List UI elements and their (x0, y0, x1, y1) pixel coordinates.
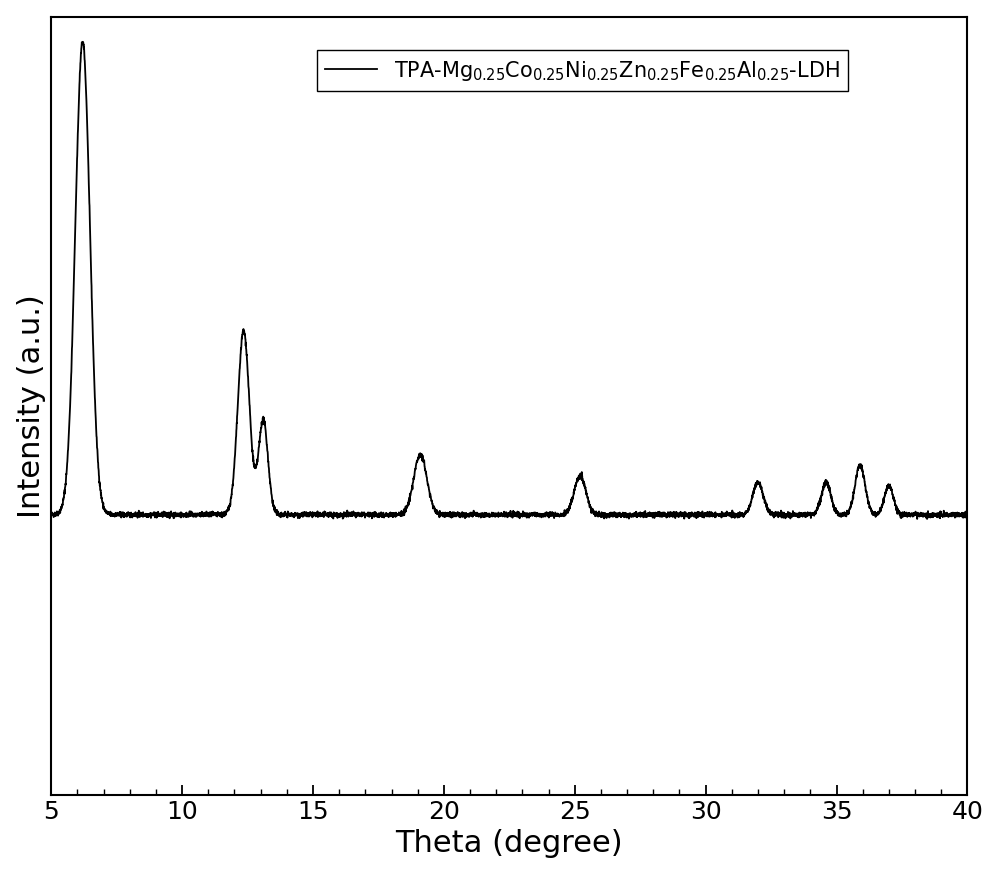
Line: TPA-Mg$_{0.25}$Co$_{0.25}$Ni$_{0.25}$Zn$_{0.25}$Fe$_{0.25}$Al$_{0.25}$-LDH: TPA-Mg$_{0.25}$Co$_{0.25}$Ni$_{0.25}$Zn$… (51, 42, 967, 519)
X-axis label: Theta (degree): Theta (degree) (395, 830, 623, 858)
TPA-Mg$_{0.25}$Co$_{0.25}$Ni$_{0.25}$Zn$_{0.25}$Fe$_{0.25}$Al$_{0.25}$-LDH (595, 509, 607, 520)
TPA-Mg$_{0.25}$Co$_{0.25}$Ni$_{0.25}$Zn$_{0.25}$Fe$_{0.25}$Al$_{0.25}$-LDH (961, 511, 973, 522)
TPA-Mg$_{0.25}$Co$_{0.25}$Ni$_{0.25}$Zn$_{0.25}$Fe$_{0.25}$Al$_{0.25}$-LDH (212, 507, 224, 517)
TPA-Mg$_{0.25}$Co$_{0.25}$Ni$_{0.25}$Zn$_{0.25}$Fe$_{0.25}$Al$_{0.25}$-LDH (77, 37, 89, 47)
TPA-Mg$_{0.25}$Co$_{0.25}$Ni$_{0.25}$Zn$_{0.25}$Fe$_{0.25}$Al$_{0.25}$-LDH (641, 508, 653, 519)
Y-axis label: Intensity (a.u.): Intensity (a.u.) (17, 294, 46, 518)
TPA-Mg$_{0.25}$Co$_{0.25}$Ni$_{0.25}$Zn$_{0.25}$Fe$_{0.25}$Al$_{0.25}$-LDH (395, 506, 407, 516)
TPA-Mg$_{0.25}$Co$_{0.25}$Ni$_{0.25}$Zn$_{0.25}$Fe$_{0.25}$Al$_{0.25}$-LDH (729, 511, 741, 522)
TPA-Mg$_{0.25}$Co$_{0.25}$Ni$_{0.25}$Zn$_{0.25}$Fe$_{0.25}$Al$_{0.25}$-LDH (45, 508, 57, 519)
Legend: TPA-Mg$_{0.25}$Co$_{0.25}$Ni$_{0.25}$Zn$_{0.25}$Fe$_{0.25}$Al$_{0.25}$-LDH: TPA-Mg$_{0.25}$Co$_{0.25}$Ni$_{0.25}$Zn$… (317, 51, 848, 91)
TPA-Mg$_{0.25}$Co$_{0.25}$Ni$_{0.25}$Zn$_{0.25}$Fe$_{0.25}$Al$_{0.25}$-LDH (921, 514, 933, 524)
TPA-Mg$_{0.25}$Co$_{0.25}$Ni$_{0.25}$Zn$_{0.25}$Fe$_{0.25}$Al$_{0.25}$-LDH (799, 510, 811, 521)
